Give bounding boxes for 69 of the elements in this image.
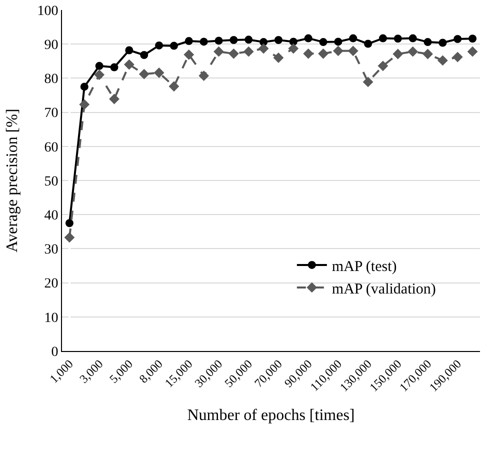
point [214, 46, 224, 57]
point [378, 60, 388, 72]
point [230, 36, 238, 44]
point [243, 46, 254, 57]
point [124, 59, 134, 70]
point [110, 63, 118, 72]
y-tick-label: 20 [44, 276, 58, 292]
point [394, 34, 402, 43]
point [170, 42, 178, 50]
point [184, 49, 194, 60]
legend-label: mAP (validation) [332, 281, 436, 298]
point [94, 70, 105, 80]
point [95, 62, 104, 70]
y-tick-label: 100 [37, 4, 58, 19]
point [168, 81, 180, 92]
point [228, 48, 239, 59]
point [288, 43, 299, 54]
point [200, 38, 208, 46]
point [65, 219, 74, 228]
point [64, 232, 75, 243]
point [140, 51, 148, 60]
point [273, 52, 284, 63]
point [468, 34, 477, 43]
point [467, 46, 478, 57]
point [362, 76, 374, 88]
x-axis-title: Number of epochs [times] [187, 407, 355, 424]
y-tick-label: 30 [44, 242, 58, 258]
y-tick-label: 70 [44, 106, 58, 122]
point [274, 36, 282, 44]
point [424, 38, 432, 46]
point [184, 37, 193, 46]
point [109, 94, 120, 104]
point [244, 36, 253, 44]
point [125, 46, 134, 54]
y-tick-label: 40 [44, 208, 58, 224]
point [80, 82, 88, 91]
point [304, 34, 312, 42]
y-tick-label: 50 [44, 174, 58, 190]
legend-label: mAP (test) [332, 258, 397, 275]
y-axis-title: Average precision [%] [4, 108, 22, 252]
point [303, 48, 314, 59]
point [348, 46, 358, 56]
point [155, 41, 164, 50]
y-tick-label: 90 [44, 38, 58, 53]
point [437, 55, 448, 66]
point [378, 34, 387, 42]
point [438, 38, 447, 47]
y-tick-label: 80 [44, 72, 58, 88]
point [154, 68, 164, 78]
y-tick-label: 60 [44, 140, 58, 156]
point [422, 48, 433, 60]
y-tick-label: 0 [51, 344, 58, 360]
point [392, 48, 404, 60]
point [79, 99, 90, 110]
point [332, 46, 344, 56]
point [138, 68, 150, 80]
point [319, 38, 328, 46]
point [452, 52, 463, 62]
point [198, 70, 210, 82]
point [258, 43, 269, 54]
point [334, 38, 342, 46]
point [214, 36, 223, 45]
point [318, 48, 328, 59]
point [454, 34, 462, 43]
y-tick-label: 10 [44, 310, 58, 326]
point [408, 46, 418, 57]
point [408, 34, 417, 42]
point [364, 40, 372, 48]
point [349, 34, 358, 42]
